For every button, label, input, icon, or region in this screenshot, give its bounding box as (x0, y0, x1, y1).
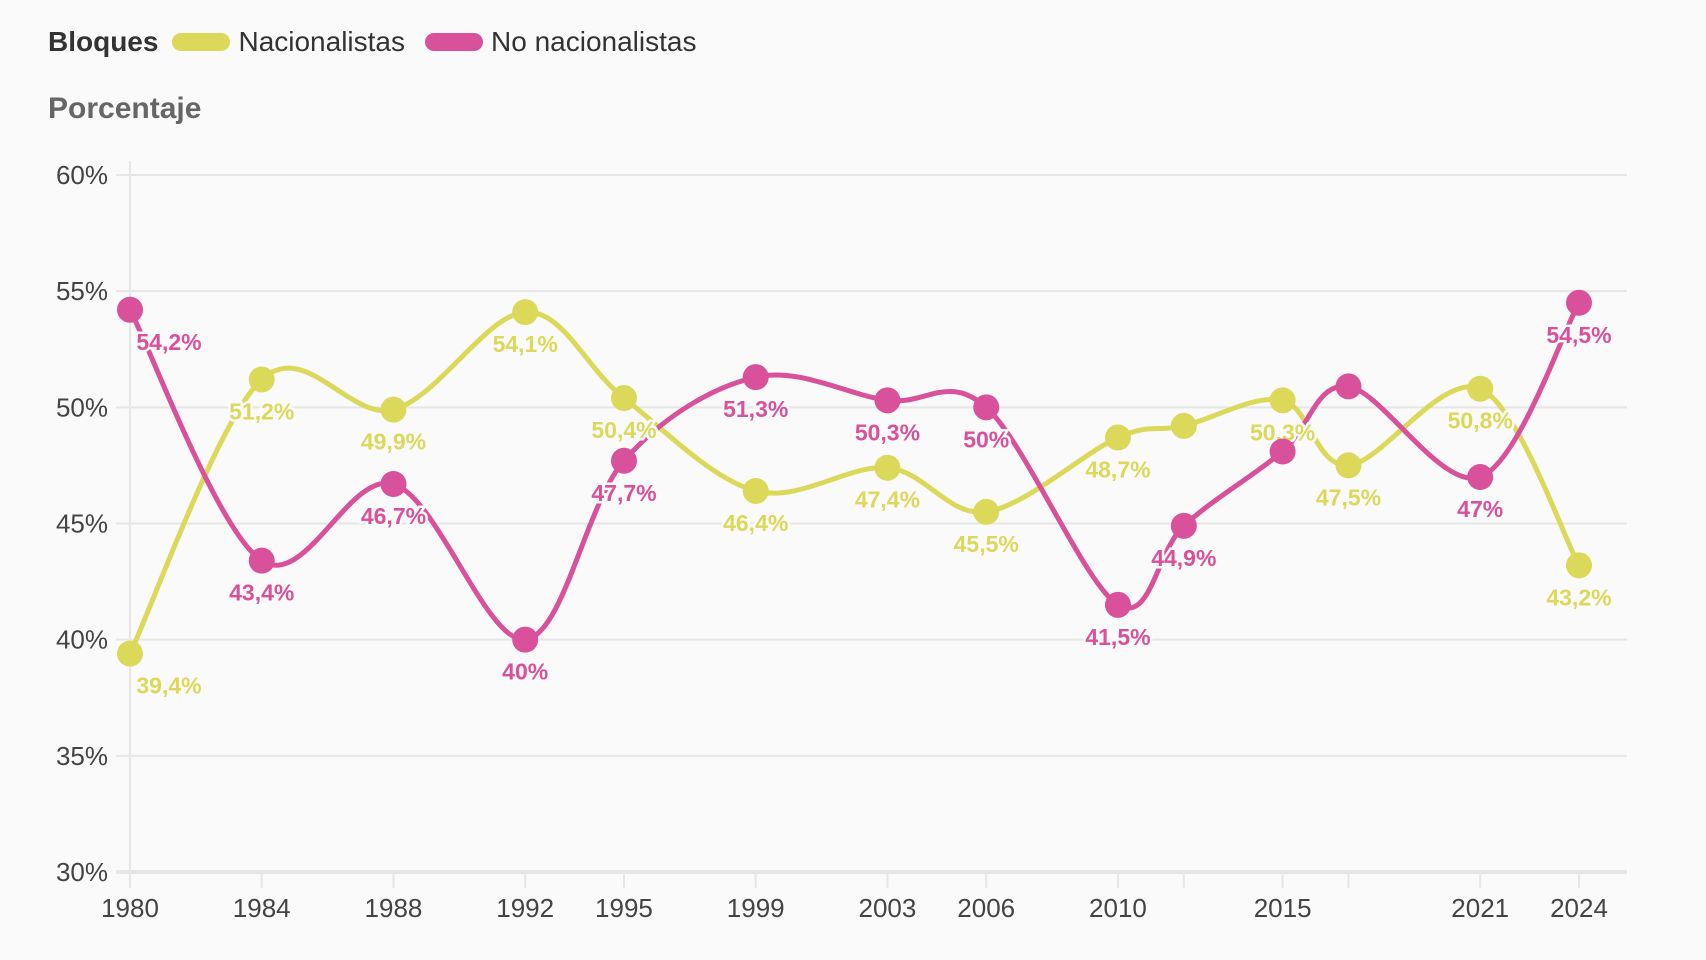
data-point (1104, 591, 1131, 618)
y-tick-label: 60% (56, 160, 108, 190)
x-tick-label: 2024 (1550, 893, 1608, 923)
legend-swatch (425, 33, 483, 51)
y-axis-title: Porcentaje (48, 92, 202, 125)
x-tick-label: 2003 (859, 893, 917, 923)
data-label: 45,5% (954, 531, 1019, 557)
data-point (512, 299, 539, 326)
data-label: 54,5% (1546, 322, 1611, 348)
x-tick-label: 1992 (496, 893, 554, 923)
data-label: 46,7% (361, 503, 426, 529)
data-point (874, 454, 901, 481)
data-label: 50,3% (855, 419, 920, 445)
data-label: 40% (502, 659, 548, 685)
data-label: 43,4% (229, 580, 294, 606)
data-label: 49,9% (361, 429, 426, 455)
data-label: 50,4% (591, 417, 656, 443)
data-label: 39,4% (136, 673, 201, 699)
y-tick-label: 50% (56, 392, 108, 422)
data-point (117, 640, 143, 667)
data-label: 47,5% (1316, 484, 1381, 510)
x-tick-label: 2010 (1089, 893, 1147, 923)
data-point (1566, 552, 1592, 579)
legend-label: No nacionalistas (491, 26, 697, 57)
data-label: 41,5% (1085, 624, 1150, 650)
data-label: 46,4% (723, 510, 788, 536)
data-point (973, 394, 1000, 421)
data-point (1467, 464, 1494, 491)
x-tick-label: 1995 (595, 893, 653, 923)
legend-swatch (172, 33, 231, 51)
data-point (1335, 452, 1362, 479)
data-point (117, 296, 143, 323)
data-point (1467, 375, 1494, 402)
legend-label: Nacionalistas (238, 26, 405, 57)
legend-item-nacionalistas[interactable]: Nacionalistas (172, 26, 405, 58)
data-point (742, 477, 769, 504)
x-tick-label: 1980 (101, 893, 159, 923)
y-tick-label: 45% (56, 509, 108, 539)
data-label: 44,9% (1151, 545, 1216, 571)
data-point (380, 471, 407, 498)
y-tick-label: 55% (56, 276, 108, 306)
y-tick-label: 30% (56, 857, 108, 887)
y-tick-label: 35% (56, 741, 108, 771)
x-tick-label: 2021 (1451, 893, 1509, 923)
data-point (1170, 412, 1197, 439)
data-label: 54,2% (136, 329, 201, 355)
data-point (380, 396, 407, 423)
data-label: 47,7% (591, 480, 656, 506)
data-label: 48,7% (1085, 457, 1150, 483)
data-label: 43,2% (1546, 584, 1611, 610)
legend-title: Bloques (48, 26, 159, 57)
data-label: 51,3% (723, 396, 788, 422)
data-point (1170, 512, 1197, 539)
data-point (1269, 387, 1296, 414)
data-point (610, 447, 637, 474)
data-point (874, 387, 901, 414)
data-label: 47,4% (855, 487, 920, 513)
data-point (610, 385, 637, 412)
data-label: 51,2% (229, 398, 294, 424)
data-label: 50,8% (1448, 408, 1513, 434)
x-tick-label: 1999 (727, 893, 785, 923)
legend-item-no-nacionalistas[interactable]: No nacionalistas (425, 26, 696, 58)
data-point (512, 626, 539, 653)
y-tick-label: 40% (56, 625, 108, 655)
data-point (1566, 289, 1592, 316)
data-point (973, 498, 1000, 525)
data-point (742, 364, 769, 391)
x-tick-label: 2015 (1254, 893, 1312, 923)
data-point (1104, 424, 1131, 451)
legend: Bloques Nacionalistas No nacionalistas (48, 26, 716, 58)
data-label: 50% (963, 426, 1009, 452)
data-point (1335, 373, 1362, 400)
x-tick-label: 1984 (233, 893, 291, 923)
x-tick-label: 2006 (957, 893, 1015, 923)
data-point (1269, 438, 1296, 465)
data-label: 54,1% (493, 331, 558, 357)
data-point (248, 547, 275, 574)
data-point (248, 366, 275, 393)
x-tick-label: 1988 (365, 893, 423, 923)
series-line-0 (127, 309, 1582, 655)
data-label: 47% (1457, 496, 1503, 522)
